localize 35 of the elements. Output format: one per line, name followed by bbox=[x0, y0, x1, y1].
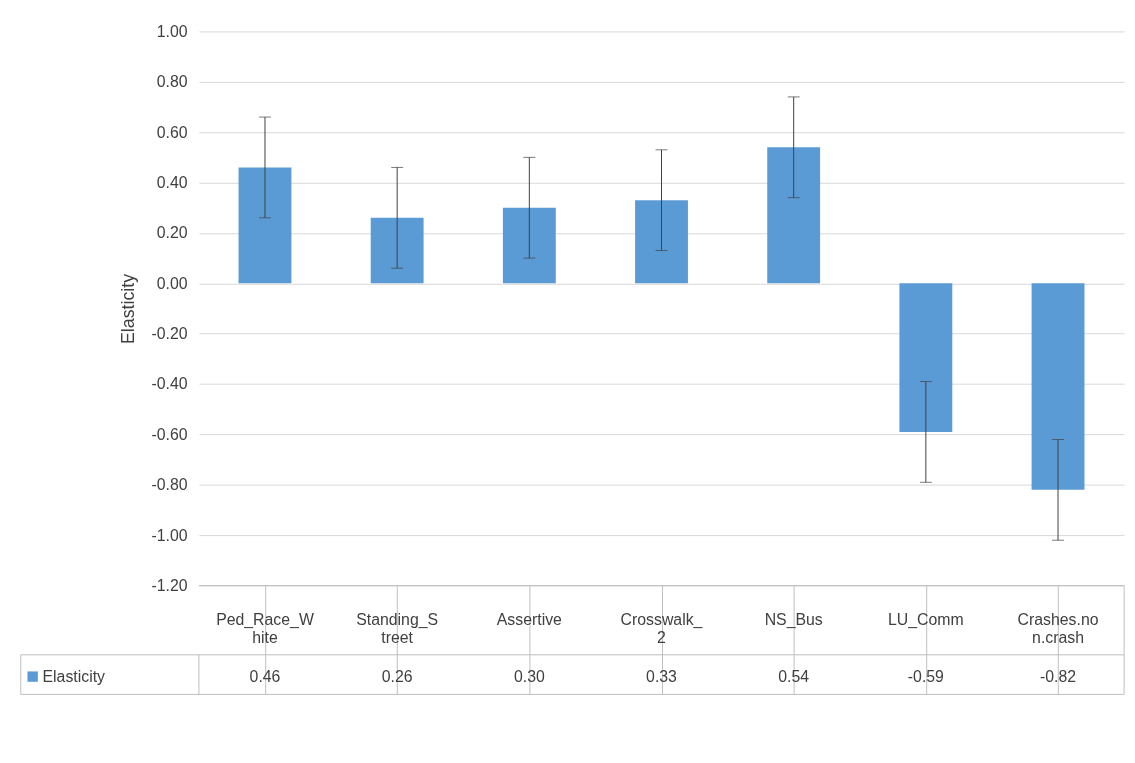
bar bbox=[767, 147, 821, 284]
bar bbox=[1031, 283, 1085, 490]
data-label: 0.46 bbox=[249, 667, 281, 685]
data-label: 0.33 bbox=[646, 667, 678, 685]
y-tick-label: 0.60 bbox=[156, 123, 188, 141]
y-tick-label: -1.00 bbox=[151, 526, 188, 544]
y-tick-label: 0.20 bbox=[156, 224, 188, 242]
data-label: -0.82 bbox=[1039, 667, 1077, 685]
y-axis-title: Elasticity bbox=[117, 273, 138, 345]
x-tick-label: Assertive bbox=[496, 611, 563, 629]
y-tick-label: 0.40 bbox=[156, 173, 188, 191]
y-tick-label: -0.20 bbox=[151, 325, 188, 343]
data-label: 0.54 bbox=[778, 667, 810, 685]
bar bbox=[238, 167, 292, 284]
data-label: -0.59 bbox=[907, 667, 945, 685]
bar bbox=[899, 283, 953, 432]
y-tick-label: 1.00 bbox=[156, 22, 188, 40]
x-tick-label: NS_Bus bbox=[764, 611, 823, 630]
y-tick-label: -1.20 bbox=[151, 577, 188, 594]
bar bbox=[635, 200, 688, 284]
y-tick-label: -0.80 bbox=[151, 476, 188, 494]
legend-label: Elasticity bbox=[42, 667, 106, 685]
y-tick-label: -0.60 bbox=[151, 425, 188, 443]
data-label: 0.26 bbox=[381, 667, 413, 685]
bar bbox=[502, 207, 556, 284]
y-tick-label: 0.00 bbox=[156, 274, 188, 292]
x-tick-label: Ped_Race_White bbox=[216, 611, 314, 646]
x-tick-label: Crosswalk_2 bbox=[620, 611, 703, 646]
x-tick-label: Standing_Street bbox=[356, 611, 439, 646]
bar bbox=[370, 217, 424, 284]
x-tick-label: LU_Comm bbox=[888, 611, 964, 630]
x-tick-label: Crashes.non.crash bbox=[1017, 611, 1099, 646]
y-tick-label: 0.80 bbox=[156, 73, 188, 91]
data-label: 0.30 bbox=[513, 667, 545, 685]
y-tick-label: -0.40 bbox=[151, 375, 188, 393]
